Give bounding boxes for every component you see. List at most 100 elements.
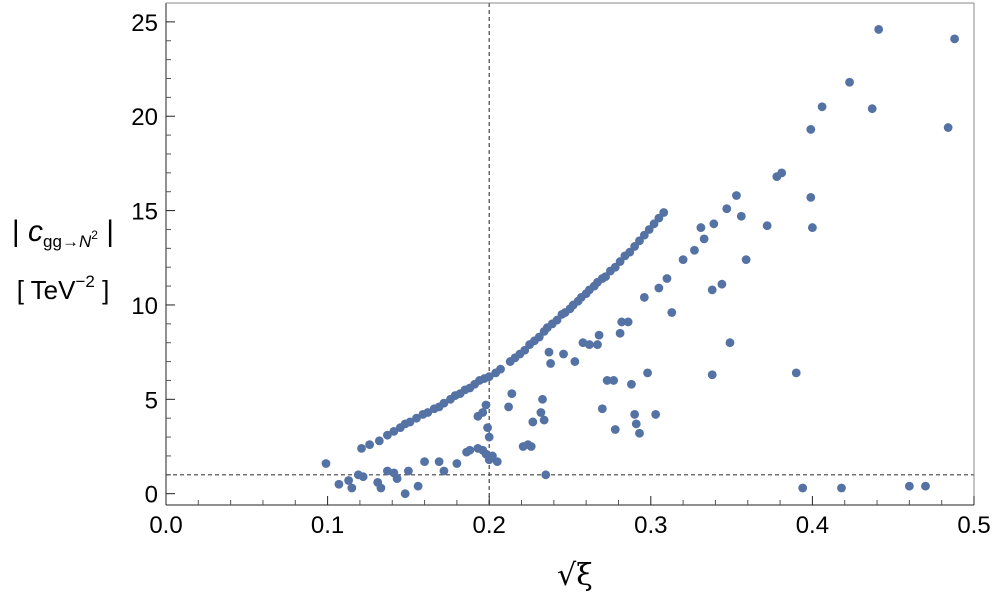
data-point <box>496 364 505 374</box>
data-point <box>528 417 538 427</box>
plot-area <box>166 3 974 505</box>
x-axis-label: √ξ <box>557 558 593 593</box>
data-point <box>578 338 588 348</box>
x-tick-label: 0.1 <box>311 512 344 539</box>
data-point <box>358 472 368 482</box>
data-point <box>365 440 375 450</box>
data-point <box>570 357 580 366</box>
data-point <box>654 283 664 293</box>
data-point <box>544 347 554 357</box>
data-point <box>389 426 399 436</box>
data-point <box>943 123 953 132</box>
x-tick-label: 0.4 <box>796 512 829 539</box>
data-point <box>404 466 413 476</box>
data-point <box>413 481 423 491</box>
data-point <box>405 417 415 427</box>
data-point <box>707 370 717 380</box>
data-point <box>678 255 688 265</box>
data-point <box>791 368 801 378</box>
data-point <box>662 274 672 283</box>
data-point <box>610 425 620 434</box>
data-point <box>950 34 960 44</box>
data-point <box>481 400 491 410</box>
data-point <box>722 204 732 214</box>
data-point <box>699 234 709 244</box>
data-point <box>507 389 517 399</box>
data-point <box>690 245 699 255</box>
data-point <box>717 279 727 289</box>
data-point <box>452 459 462 468</box>
data-point <box>492 457 502 466</box>
data-point <box>806 192 816 202</box>
data-point <box>617 317 627 327</box>
data-point <box>484 372 494 382</box>
data-point <box>559 349 568 359</box>
data-point <box>609 376 619 385</box>
data-point <box>696 223 706 232</box>
y-tick-label: 5 <box>145 387 158 414</box>
data-point <box>504 402 513 412</box>
data-point <box>627 379 636 389</box>
axes: 0.0 0.1 0.2 0.3 0.4 0.5 0 5 10 15 20 25 <box>131 2 991 539</box>
data-point <box>526 442 536 451</box>
data-point <box>465 445 475 455</box>
y-tick-label: 15 <box>131 199 158 226</box>
data-point <box>546 359 556 368</box>
x-tick-label: 0.2 <box>473 512 506 539</box>
data-point <box>631 419 641 429</box>
data-point <box>334 479 344 489</box>
data-point <box>635 428 644 438</box>
data-point <box>321 459 331 468</box>
data-point <box>538 394 547 404</box>
data-point <box>539 415 549 425</box>
x-tick-label: 0.5 <box>957 512 990 539</box>
data-point <box>904 481 914 491</box>
data-point <box>639 293 649 302</box>
data-point <box>602 376 612 385</box>
data-point <box>707 285 717 295</box>
y-axis-label-quantity: | cgg→N2 | <box>11 215 115 251</box>
data-point <box>423 408 433 417</box>
data-point <box>478 408 488 417</box>
y-axis-label-unit: [ TeV−2 ] <box>16 272 110 305</box>
data-point <box>736 211 746 221</box>
data-point <box>777 168 787 178</box>
data-point <box>845 77 854 87</box>
data-point <box>808 223 817 232</box>
y-tick-label: 10 <box>131 293 158 320</box>
data-point <box>412 413 421 423</box>
data-point <box>593 340 602 349</box>
data-point <box>344 476 354 485</box>
y-axis-label: | cgg→N2 | [ TeV−2 ] <box>4 212 122 310</box>
data-point <box>921 481 930 491</box>
x-tick-label: 0.3 <box>634 512 667 539</box>
data-point <box>874 25 884 34</box>
data-point <box>709 219 719 229</box>
data-point <box>400 489 410 499</box>
data-point <box>837 483 846 493</box>
data-point <box>484 432 494 442</box>
data-point <box>667 308 677 317</box>
data-point <box>439 398 449 408</box>
data-point <box>483 423 492 433</box>
data-point <box>434 457 444 466</box>
data-point <box>867 104 877 114</box>
data-point <box>732 191 741 200</box>
data-point <box>741 255 751 265</box>
data-point <box>817 102 827 112</box>
y-tick-label: 25 <box>131 10 158 37</box>
data-point <box>643 368 652 378</box>
data-point <box>798 483 808 493</box>
data-point <box>597 404 607 414</box>
data-point <box>541 470 551 480</box>
y-tick-label: 0 <box>145 482 158 509</box>
data-point <box>659 208 669 217</box>
data-point <box>725 338 735 348</box>
data-point <box>439 466 449 476</box>
data-point <box>392 474 402 483</box>
data-point <box>376 483 386 493</box>
data-point <box>615 328 625 338</box>
x-tick-label: 0.0 <box>149 512 182 539</box>
data-point <box>623 317 633 327</box>
